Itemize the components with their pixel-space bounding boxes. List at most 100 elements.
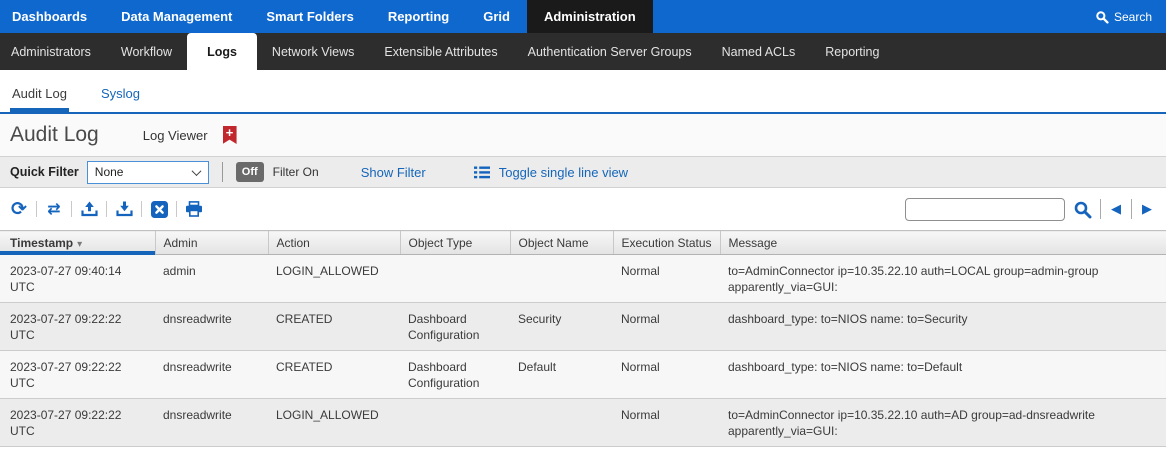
cell-object-type: Dashboard Configuration [408,312,480,343]
toolbar-search-area: ◀ ▶ [905,197,1154,221]
sort-desc-icon: ▾ [77,238,83,250]
cell-object-name [510,399,613,447]
toggle-single-line-link[interactable]: Toggle single line view [498,164,629,180]
cell-action: CREATED [276,360,333,374]
single-line-view-icon[interactable] [473,166,490,179]
cell-execution-status: Normal [621,408,660,422]
quick-filter-bar: Quick Filter None Off Filter On Show Fil… [0,156,1166,188]
divider [1131,199,1132,219]
cell-action: LOGIN_ALLOWED [276,264,379,278]
quick-filter-label: Quick Filter [10,165,79,179]
nav-reporting[interactable]: Reporting [387,9,450,24]
subnav-workflow[interactable]: Workflow [120,44,173,59]
divider [36,201,37,217]
show-filter-link[interactable]: Show Filter [360,164,426,180]
cell-object-type [400,255,510,303]
column-header-execution-status[interactable]: Execution Status [612,230,720,255]
log-viewer-label: Log Viewer [142,127,208,143]
subnav-extensible-attributes[interactable]: Extensible Attributes [384,44,498,59]
table-row[interactable]: 2023-07-27 09:22:22 UTC dnsreadwrite CRE… [0,302,1166,351]
grid-search-input[interactable] [905,197,1065,221]
column-header-object-type[interactable]: Object Type [399,230,510,255]
download-icon[interactable] [115,201,133,217]
clear-icon[interactable] [150,200,168,218]
column-header-admin[interactable]: Admin [154,230,268,255]
nav-data-management[interactable]: Data Management [121,9,233,24]
filter-on-label: Filter On [272,165,319,179]
quick-filter-value: None [94,165,124,179]
cell-timestamp: 2023-07-27 09:22:22 UTC [10,360,122,391]
cell-action: LOGIN_ALLOWED [276,408,379,422]
top-nav-bar: Dashboards Data Management Smart Folders… [0,0,1166,33]
subnav-reporting[interactable]: Reporting [825,44,880,59]
cell-message: dashboard_type: to=NIOS name: to=Securit… [728,312,968,326]
column-header-action[interactable]: Action [267,230,400,255]
cell-action: CREATED [276,312,333,326]
upload-icon[interactable] [80,201,98,217]
audit-log-table: Timestamp ▾ Admin Action Object Type Obje… [0,230,1166,447]
grid-toolbar: ⟳ ⇄ ◀ ▶ [0,188,1166,230]
table-row[interactable]: 2023-07-27 09:40:14 UTC admin LOGIN_ALLO… [0,254,1166,303]
bookmark-add-icon[interactable]: + [222,126,237,144]
divider [176,201,177,217]
nav-administration[interactable]: Administration [526,0,653,33]
subnav-network-views[interactable]: Network Views [271,44,355,59]
cell-admin: dnsreadwrite [163,312,232,326]
cell-message: to=AdminConnector ip=10.35.22.10 auth=LO… [728,264,1099,295]
cell-execution-status: Normal [621,360,660,374]
divider [141,201,142,217]
column-header-message[interactable]: Message [719,230,1166,255]
cell-message: dashboard_type: to=NIOS name: to=Default [728,360,963,374]
top-nav-items: Dashboards Data Management Smart Folders… [0,0,1081,33]
quick-filter-select[interactable]: None [86,160,209,184]
column-header-timestamp[interactable]: Timestamp ▾ [0,230,155,255]
subnav-administrators[interactable]: Administrators [11,44,91,59]
cell-timestamp: 2023-07-27 09:22:22 UTC [10,312,122,343]
admin-nav-bar: Administrators Workflow Logs Network Vie… [0,33,1166,70]
divider [221,162,223,182]
chevron-down-icon [191,165,202,176]
table-row[interactable]: 2023-07-27 09:22:22 UTC dnsreadwrite LOG… [0,398,1166,447]
cell-timestamp: 2023-07-27 09:22:22 UTC [10,408,122,439]
nav-grid[interactable]: Grid [483,9,510,24]
global-search-label: Search [1113,9,1152,24]
prev-page-icon[interactable]: ◀ [1111,201,1121,217]
sorted-column-highlight [0,251,155,255]
log-tabs: Audit Log Syslog [0,70,1166,112]
cell-timestamp: 2023-07-27 09:40:14 UTC [10,264,122,295]
table-header-row: Timestamp ▾ Admin Action Object Type Obje… [0,230,1166,255]
cell-object-type: Dashboard Configuration [408,360,480,391]
cell-admin: dnsreadwrite [163,408,232,422]
cell-object-type [400,399,510,447]
column-header-object-name[interactable]: Object Name [509,230,613,255]
cell-admin: dnsreadwrite [163,360,232,374]
cell-admin: admin [163,264,196,278]
cell-object-name: Security [518,312,562,326]
column-label: Timestamp [10,235,74,250]
page-title: Audit Log [10,123,99,146]
toolbar-icons: ⟳ ⇄ [10,198,905,220]
tab-audit-log[interactable]: Audit Log [10,84,69,112]
print-icon[interactable] [185,201,203,217]
global-search-button[interactable]: Search [1081,0,1166,33]
tab-syslog[interactable]: Syslog [100,86,140,101]
subnav-named-acls[interactable]: Named ACLs [721,44,796,59]
grid-search-icon[interactable] [1073,200,1092,219]
cell-object-name: Default [518,360,557,374]
divider [71,201,72,217]
nav-smart-folders[interactable]: Smart Folders [266,9,354,24]
search-icon [1095,10,1109,24]
page-header: Audit Log Log Viewer + [0,114,1166,156]
filter-off-toggle[interactable]: Off [235,162,264,182]
subnav-auth-server-groups[interactable]: Authentication Server Groups [527,44,692,59]
refresh-icon[interactable]: ⟳ [11,198,27,220]
subnav-logs[interactable]: Logs [187,33,257,70]
cell-execution-status: Normal [621,264,660,278]
next-page-icon[interactable]: ▶ [1142,201,1152,217]
cell-message: to=AdminConnector ip=10.35.22.10 auth=AD… [728,408,1095,439]
nav-dashboards[interactable]: Dashboards [12,9,88,24]
auto-refresh-icon[interactable]: ⇄ [47,199,61,218]
tabs-divider [0,112,1166,114]
table-row[interactable]: 2023-07-27 09:22:22 UTC dnsreadwrite CRE… [0,350,1166,399]
cell-object-name [510,255,613,303]
